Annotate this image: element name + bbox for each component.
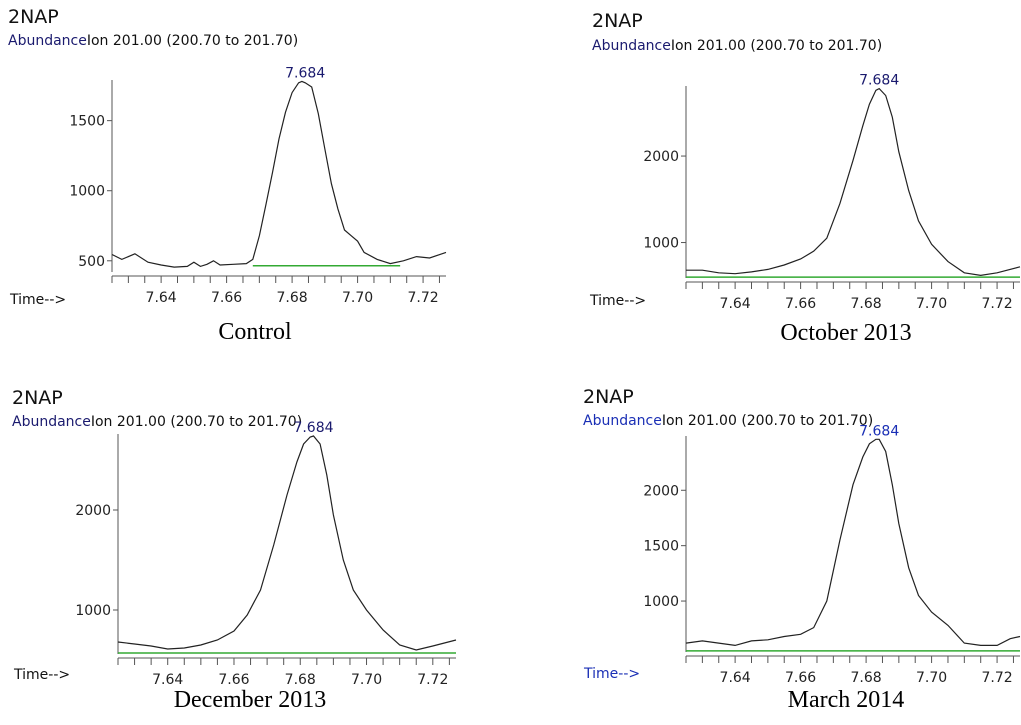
y-tick-label: 500 xyxy=(78,254,105,270)
x-tick-label: 7.66 xyxy=(211,290,242,306)
chromatogram-panel-control: 2NAP AbundanceIon 201.00 (200.70 to 201.… xyxy=(0,0,510,362)
peak-retention-label: 7.684 xyxy=(293,420,333,436)
ion-header: AbundanceIon 201.00 (200.70 to 201.70) xyxy=(8,33,298,49)
time-axis-label: Time--> xyxy=(590,293,647,309)
chromatogram-panel-march-2014: 2NAP AbundanceIon 201.00 (200.70 to 201.… xyxy=(580,376,1021,725)
peak-retention-label: 7.684 xyxy=(859,423,899,439)
ylabel: Abundance xyxy=(12,414,91,430)
x-tick-label: 7.72 xyxy=(407,290,438,306)
compound-name: 2NAP xyxy=(8,6,59,28)
y-tick-label: 2000 xyxy=(643,149,679,165)
x-tick-label: 7.64 xyxy=(152,672,183,688)
y-tick-label: 1000 xyxy=(69,184,105,200)
x-tick-label: 7.68 xyxy=(285,672,316,688)
ion-header: AbundanceIon 201.00 (200.70 to 201.70) xyxy=(12,414,302,430)
x-tick-label: 7.64 xyxy=(720,296,751,312)
time-axis-label: Time--> xyxy=(584,666,641,682)
ion-range: Ion 201.00 (200.70 to 201.70) xyxy=(661,413,874,429)
x-tick-label: 7.68 xyxy=(851,670,882,686)
peak-retention-label: 7.684 xyxy=(859,73,899,89)
y-tick-label: 2000 xyxy=(643,483,679,499)
x-tick-label: 7.70 xyxy=(351,672,382,688)
panel-caption: October 2013 xyxy=(780,320,912,346)
compound-name: 2NAP xyxy=(583,386,634,408)
x-tick-label: 7.72 xyxy=(417,672,448,688)
y-tick-label: 1500 xyxy=(69,114,105,130)
ion-header: AbundanceIon 201.00 (200.70 to 201.70) xyxy=(592,38,882,54)
chromatogram-plot: 500 1000 1500 7.64 7.66 7.68 7.70 7.72 7.684 xyxy=(69,65,447,306)
chromatogram-trace xyxy=(685,438,1021,647)
chromatogram-trace xyxy=(117,435,457,651)
time-axis-label: Time--> xyxy=(14,667,71,683)
chromatogram-trace xyxy=(686,87,1021,277)
y-tick-label: 1000 xyxy=(643,236,679,252)
x-tick-label: 7.66 xyxy=(785,296,816,312)
x-tick-label: 7.70 xyxy=(916,670,947,686)
x-tick-label: 7.64 xyxy=(720,670,751,686)
chromatogram-trace xyxy=(111,80,447,268)
x-tick-label: 7.70 xyxy=(916,296,947,312)
x-tick-label: 7.68 xyxy=(851,296,882,312)
ion-range: Ion 201.00 (200.70 to 201.70) xyxy=(90,414,303,430)
ylabel: Abundance xyxy=(592,38,671,54)
ion-range: Ion 201.00 (200.70 to 201.70) xyxy=(86,33,299,49)
y-tick-label: 1000 xyxy=(643,594,679,610)
ylabel: Abundance xyxy=(583,413,662,429)
y-tick-label: 1000 xyxy=(75,603,111,619)
panel-caption: December 2013 xyxy=(173,687,327,713)
y-tick-label: 1500 xyxy=(643,539,679,555)
ion-range: Ion 201.00 (200.70 to 201.70) xyxy=(670,38,883,54)
x-tick-label: 7.70 xyxy=(342,290,373,306)
chromatogram-panel-october-2013: 2NAP AbundanceIon 201.00 (200.70 to 201.… xyxy=(580,0,1021,362)
chromatogram-panel-december-2013: 2NAP AbundanceIon 201.00 (200.70 to 201.… xyxy=(0,376,510,725)
compound-name: 2NAP xyxy=(592,10,643,32)
x-tick-label: 7.72 xyxy=(981,296,1012,312)
chromatogram-plot: 1000 2000 7.64 7.66 7.68 7.70 7.72 7.684 xyxy=(75,420,457,688)
ion-header: AbundanceIon 201.00 (200.70 to 201.70) xyxy=(583,413,873,429)
peak-retention-label: 7.684 xyxy=(285,65,325,81)
panel-caption: Control xyxy=(218,319,292,345)
x-tick-label: 7.64 xyxy=(146,290,177,306)
x-tick-label: 7.66 xyxy=(218,672,249,688)
chromatogram-plot: 1000 1500 2000 7.64 7.66 7.68 7.70 7.72 7.684 xyxy=(643,423,1021,686)
x-tick-label: 7.72 xyxy=(981,670,1012,686)
x-tick-label: 7.68 xyxy=(277,290,308,306)
y-tick-label: 2000 xyxy=(75,503,111,519)
time-axis-label: Time--> xyxy=(10,292,67,308)
ylabel: Abundance xyxy=(8,33,87,49)
compound-name: 2NAP xyxy=(12,387,63,409)
panel-caption: March 2014 xyxy=(787,687,905,713)
chromatogram-plot: 1000 2000 7.64 7.66 7.68 7.70 7.72 7.684 xyxy=(643,73,1021,312)
x-tick-label: 7.66 xyxy=(785,670,816,686)
